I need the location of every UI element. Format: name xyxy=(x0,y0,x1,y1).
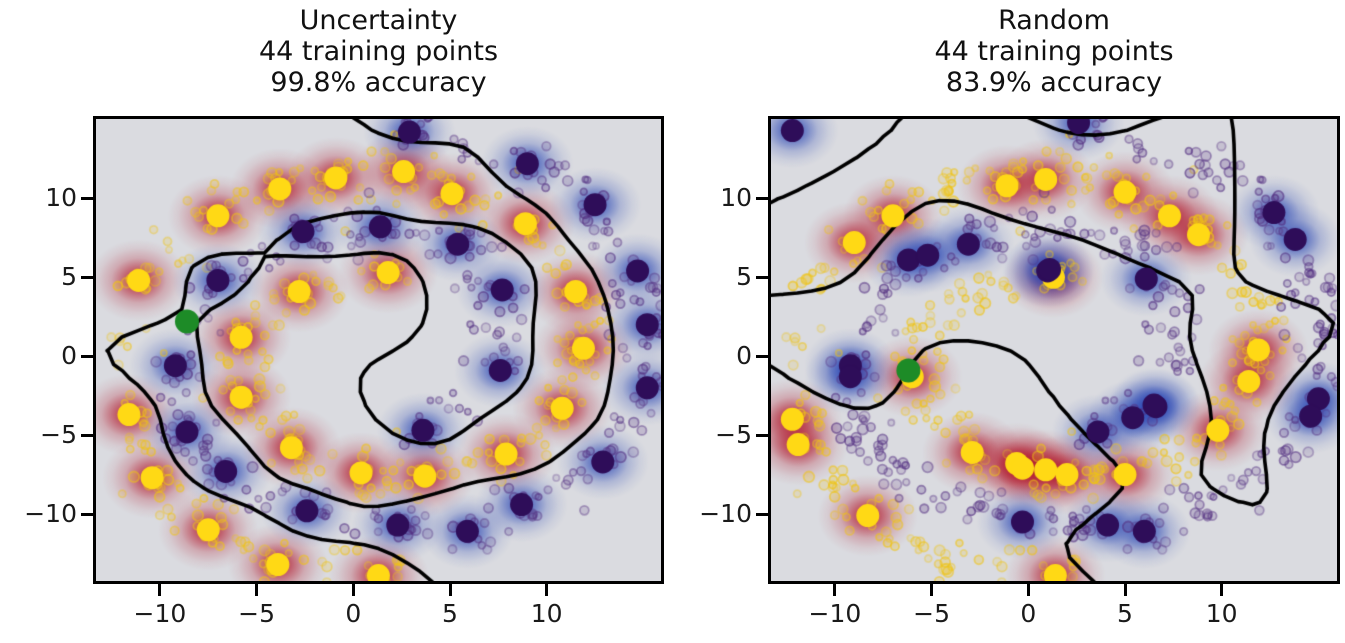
title-line-points: 44 training points xyxy=(258,36,499,67)
x-tick-mark xyxy=(1026,584,1030,596)
y-tick-label: 10 xyxy=(45,183,77,213)
y-tick-label: 10 xyxy=(720,183,752,213)
x-tick-mark xyxy=(545,584,549,596)
x-tick-label: −5 xyxy=(913,599,951,628)
x-tick-label: −5 xyxy=(238,599,276,628)
y-tick-mark xyxy=(81,275,93,279)
title-line-accuracy: 83.9% accuracy xyxy=(945,67,1163,98)
y-tick-mark xyxy=(81,433,93,437)
title-line-method: Random xyxy=(998,5,1110,36)
y-tick-label: −5 xyxy=(40,420,77,450)
x-tick-mark xyxy=(930,584,934,596)
x-tick-label: 0 xyxy=(345,599,362,628)
y-tick-mark xyxy=(81,196,93,200)
x-tick-mark xyxy=(351,584,355,596)
y-tick-mark xyxy=(756,433,768,437)
uncertainty-plot-canvas xyxy=(96,119,661,581)
y-tick-mark xyxy=(81,512,93,516)
panel-title-uncertainty: Uncertainty 44 training points 99.8% acc… xyxy=(96,5,661,98)
x-tick-mark xyxy=(255,584,259,596)
y-tick-mark xyxy=(756,354,768,358)
y-tick-mark xyxy=(756,275,768,279)
y-tick-label: 0 xyxy=(736,341,752,371)
x-tick-mark xyxy=(1220,584,1224,596)
x-tick-label: −10 xyxy=(133,599,187,628)
y-tick-label: 5 xyxy=(736,262,752,292)
title-line-points: 44 training points xyxy=(934,36,1174,67)
y-tick-label: −5 xyxy=(715,420,752,450)
x-tick-label: 5 xyxy=(1117,599,1133,628)
x-tick-label: −10 xyxy=(808,599,862,628)
x-tick-mark xyxy=(833,584,837,596)
y-tick-label: −10 xyxy=(24,499,77,528)
x-tick-label: 5 xyxy=(442,599,458,628)
panel-title-random: Random 44 training points 83.9% accuracy xyxy=(771,5,1337,98)
random-plot-area xyxy=(768,116,1340,584)
random-plot-canvas xyxy=(771,119,1337,581)
y-tick-label: 5 xyxy=(61,262,77,292)
x-tick-mark xyxy=(1123,584,1127,596)
x-tick-mark xyxy=(448,584,452,596)
title-line-accuracy: 99.8% accuracy xyxy=(270,67,487,98)
title-line-method: Uncertainty xyxy=(299,5,458,36)
y-tick-label: −10 xyxy=(699,499,752,528)
y-tick-label: 0 xyxy=(61,341,77,371)
x-tick-label: 10 xyxy=(1205,599,1238,628)
y-tick-mark xyxy=(756,196,768,200)
y-tick-mark xyxy=(81,354,93,358)
x-tick-mark xyxy=(158,584,162,596)
y-tick-mark xyxy=(756,512,768,516)
uncertainty-plot-area xyxy=(93,116,664,584)
x-tick-label: 0 xyxy=(1020,599,1037,628)
x-tick-label: 10 xyxy=(530,599,563,628)
